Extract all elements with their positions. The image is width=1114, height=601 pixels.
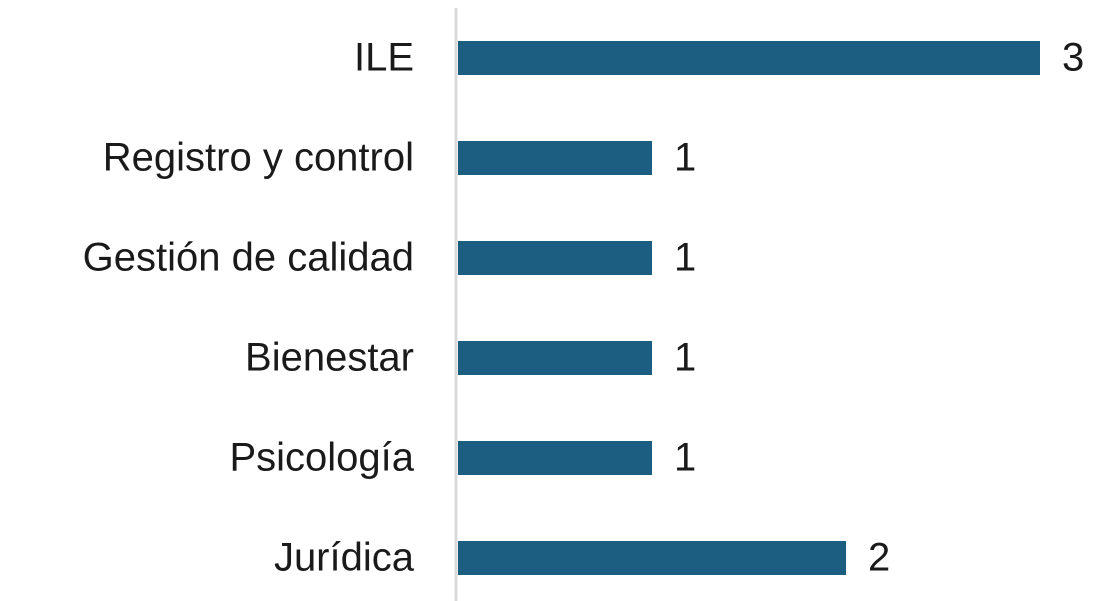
y-tick-label: Bienestar xyxy=(245,336,414,380)
bar xyxy=(458,441,652,475)
data-label: 1 xyxy=(674,236,696,280)
bar xyxy=(458,41,1040,75)
data-label: 2 xyxy=(868,536,890,580)
bar xyxy=(458,541,846,575)
bar xyxy=(458,241,652,275)
data-label: 1 xyxy=(674,336,696,380)
y-tick-label: Registro y control xyxy=(103,136,414,180)
bar xyxy=(458,341,652,375)
y-tick-label: Psicología xyxy=(229,436,414,480)
data-label: 1 xyxy=(674,136,696,180)
y-tick-label: ILE xyxy=(354,36,414,80)
data-label: 3 xyxy=(1062,36,1084,80)
bar xyxy=(458,141,652,175)
y-tick-label: Gestión de calidad xyxy=(83,236,414,280)
y-tick-label: Jurídica xyxy=(274,536,415,580)
data-label: 1 xyxy=(674,436,696,480)
